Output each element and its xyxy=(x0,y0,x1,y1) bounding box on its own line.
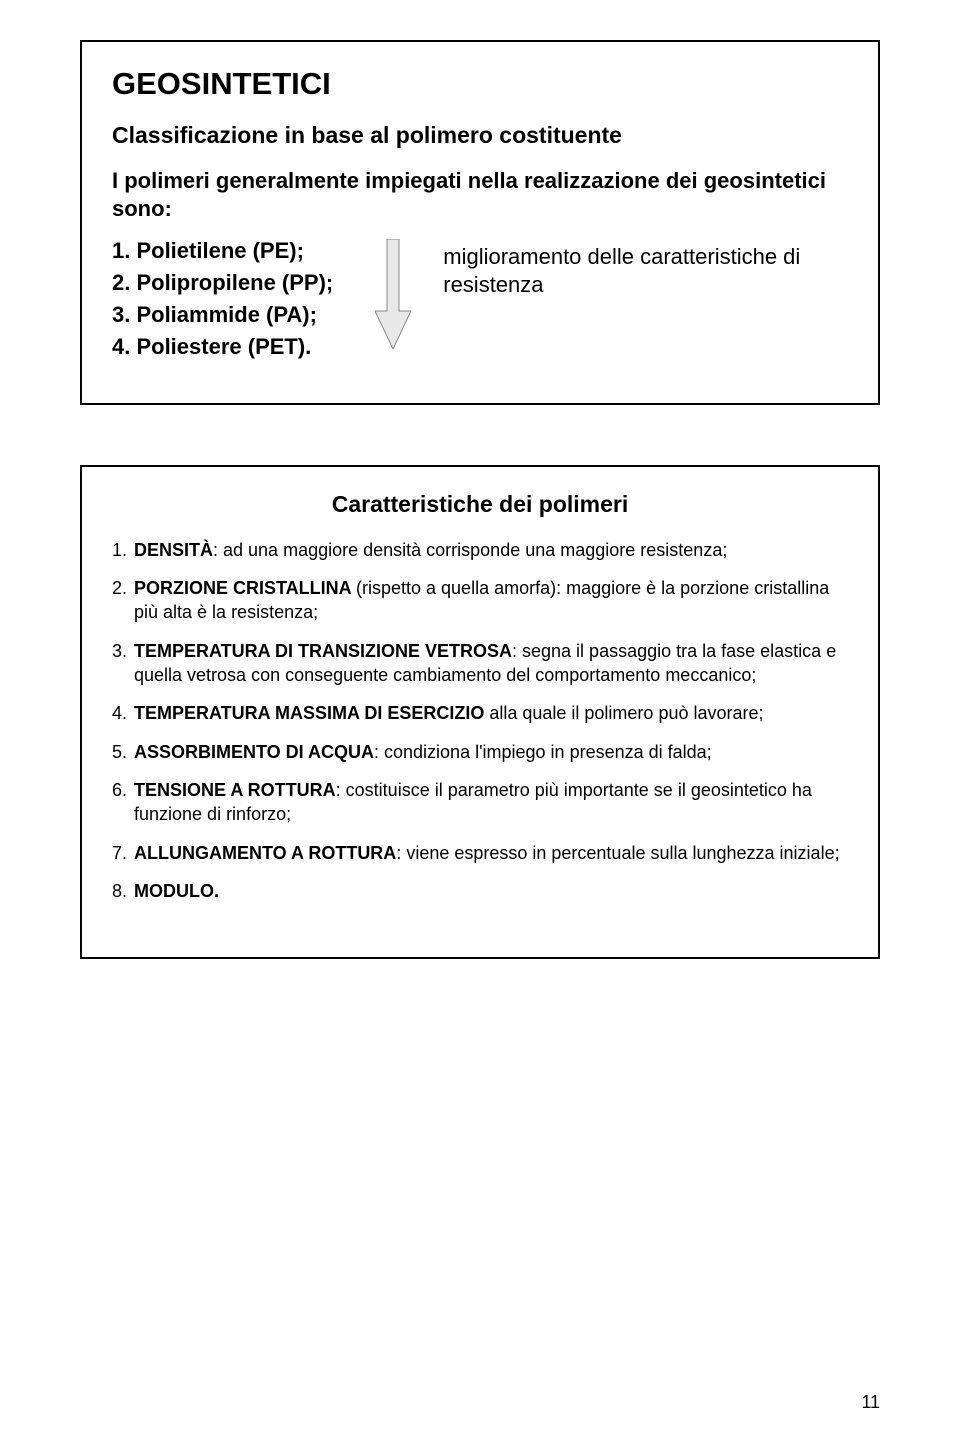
char-key: PORZIONE CRISTALLINA xyxy=(134,578,356,598)
char-num: 4. xyxy=(112,701,127,725)
polymer-list: 1. Polietilene (PE); 2. Polipropilene (P… xyxy=(112,235,333,363)
char-item: 1. DENSITÀ: ad una maggiore densità corr… xyxy=(112,538,848,562)
char-text: : condiziona l'impiego in presenza di fa… xyxy=(374,742,712,762)
char-num: 6. xyxy=(112,778,127,802)
arrow-container xyxy=(363,235,423,349)
polymer-item: 1. Polietilene (PE); xyxy=(112,235,333,267)
char-item: 2. PORZIONE CRISTALLINA (rispetto a quel… xyxy=(112,576,848,625)
char-key: MODULO. xyxy=(134,881,219,901)
char-item: 8. MODULO. xyxy=(112,879,848,903)
char-num: 2. xyxy=(112,576,127,600)
polymer-item: 4. Poliestere (PET). xyxy=(112,331,333,363)
slide-1-body-row: 1. Polietilene (PE); 2. Polipropilene (P… xyxy=(112,235,848,363)
page-number: 11 xyxy=(861,1392,880,1413)
char-text: : ad una maggiore densità corrisponde un… xyxy=(213,540,727,560)
slide-2-title: Caratteristiche dei polimeri xyxy=(112,491,848,518)
char-item: 4. TEMPERATURA MASSIMA DI ESERCIZIO alla… xyxy=(112,701,848,725)
polymer-item: 3. Poliammide (PA); xyxy=(112,299,333,331)
char-key: TENSIONE A ROTTURA xyxy=(134,780,336,800)
slide-1-title: GEOSINTETICI xyxy=(112,66,848,102)
char-item: 7. ALLUNGAMENTO A ROTTURA: viene espress… xyxy=(112,841,848,865)
slide-2: Caratteristiche dei polimeri 1. DENSITÀ:… xyxy=(80,465,880,959)
char-item: 5. ASSORBIMENTO DI ACQUA: condiziona l'i… xyxy=(112,740,848,764)
down-arrow-icon xyxy=(375,239,411,349)
char-num: 1. xyxy=(112,538,127,562)
char-num: 8. xyxy=(112,879,127,903)
char-text: : viene espresso in percentuale sulla lu… xyxy=(396,843,839,863)
char-key: TEMPERATURA MASSIMA DI ESERCIZIO xyxy=(134,703,484,723)
arrow-callout: miglioramento delle caratteristiche di r… xyxy=(443,235,848,298)
arrow-shape xyxy=(375,239,411,349)
char-key: DENSITÀ xyxy=(134,540,213,560)
char-num: 5. xyxy=(112,740,127,764)
char-item: 6. TENSIONE A ROTTURA: costituisce il pa… xyxy=(112,778,848,827)
slide-1-subtitle: Classificazione in base al polimero cost… xyxy=(112,122,848,149)
char-key: ALLUNGAMENTO A ROTTURA xyxy=(134,843,396,863)
slide-1: GEOSINTETICI Classificazione in base al … xyxy=(80,40,880,405)
slide-1-intro: I polimeri generalmente impiegati nella … xyxy=(112,167,848,223)
polymer-item: 2. Polipropilene (PP); xyxy=(112,267,333,299)
char-key: ASSORBIMENTO DI ACQUA xyxy=(134,742,374,762)
char-item: 3. TEMPERATURA DI TRANSIZIONE VETROSA: s… xyxy=(112,639,848,688)
char-paren: (rispetto a quella amorfa) xyxy=(356,578,556,598)
char-text: alla quale il polimero può lavorare; xyxy=(484,703,763,723)
char-num: 7. xyxy=(112,841,127,865)
char-num: 3. xyxy=(112,639,127,663)
characteristics-list: 1. DENSITÀ: ad una maggiore densità corr… xyxy=(112,538,848,903)
char-key: TEMPERATURA DI TRANSIZIONE VETROSA xyxy=(134,641,512,661)
